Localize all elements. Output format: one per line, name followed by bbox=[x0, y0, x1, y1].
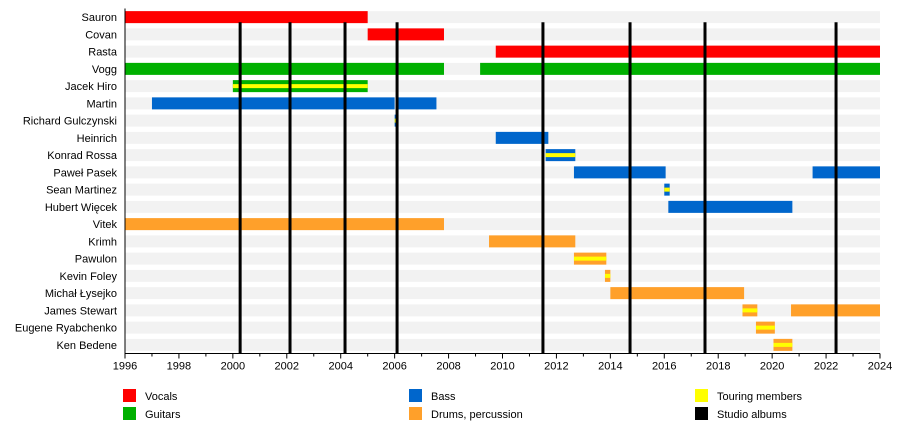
x-tick-label: 2022 bbox=[814, 361, 838, 373]
member-bar-bass bbox=[151, 97, 395, 110]
member-label: Konrad Rossa bbox=[47, 150, 118, 162]
member-bar-bass bbox=[573, 166, 666, 179]
member-bar-guitars bbox=[480, 62, 880, 75]
touring-stripe bbox=[755, 325, 775, 330]
row-band bbox=[125, 269, 880, 282]
member-bar-drums bbox=[125, 218, 444, 231]
legend-label: Touring members bbox=[717, 391, 802, 403]
row-band bbox=[125, 28, 880, 41]
member-label: Rasta bbox=[88, 47, 118, 59]
member-label: James Stewart bbox=[44, 305, 117, 317]
touring-stripe bbox=[545, 153, 576, 158]
member-label: Hubert Więcek bbox=[45, 202, 118, 214]
x-tick-label: 2014 bbox=[598, 361, 622, 373]
row-band bbox=[125, 338, 880, 351]
touring-stripe bbox=[664, 187, 670, 192]
member-label: Paweł Pasek bbox=[53, 167, 117, 179]
x-tick-label: 1998 bbox=[167, 361, 191, 373]
touring-stripe bbox=[773, 342, 793, 347]
x-tick-label: 2000 bbox=[221, 361, 245, 373]
legend-label: Vocals bbox=[145, 391, 178, 403]
member-label: Jacek Hiro bbox=[65, 81, 117, 93]
legend-swatch-touring bbox=[695, 389, 708, 402]
legend-label: Studio albums bbox=[717, 409, 787, 421]
member-label: Sean Martinez bbox=[46, 185, 117, 197]
member-bar-bass bbox=[495, 131, 549, 144]
member-bar-vocals bbox=[367, 28, 444, 41]
row-band bbox=[125, 114, 880, 127]
touring-stripe bbox=[232, 84, 368, 89]
member-label: Richard Gulczynski bbox=[23, 116, 117, 128]
member-label: Covan bbox=[85, 29, 117, 41]
member-label: Martin bbox=[86, 98, 117, 110]
x-tick-label: 2010 bbox=[490, 361, 514, 373]
x-tick-label: 2008 bbox=[436, 361, 460, 373]
member-bar-bass bbox=[668, 200, 793, 213]
member-bar-drums bbox=[610, 287, 745, 300]
member-label: Sauron bbox=[82, 12, 117, 24]
x-tick-label: 2016 bbox=[652, 361, 676, 373]
row-band bbox=[125, 149, 880, 162]
legend-swatch-drums bbox=[409, 407, 422, 420]
legend-swatch-bass bbox=[409, 389, 422, 402]
legend-label: Drums, percussion bbox=[431, 409, 523, 421]
member-bar-bass bbox=[812, 166, 880, 179]
member-label: Krimh bbox=[88, 236, 117, 248]
legend-label: Bass bbox=[431, 391, 456, 403]
x-tick-label: 2012 bbox=[544, 361, 568, 373]
member-bar-guitars bbox=[125, 62, 444, 75]
member-bar-drums bbox=[489, 235, 576, 248]
member-label: Ken Bedene bbox=[56, 340, 117, 352]
member-label: Michał Łysejko bbox=[45, 288, 117, 300]
member-bar-vocals bbox=[495, 45, 880, 58]
x-tick-label: 2018 bbox=[706, 361, 730, 373]
member-label: Vogg bbox=[92, 64, 117, 76]
member-bar-vocals bbox=[125, 11, 368, 24]
member-bar-bass bbox=[397, 97, 437, 110]
row-band bbox=[125, 183, 880, 196]
touring-stripe bbox=[742, 308, 758, 313]
row-band bbox=[125, 321, 880, 334]
member-label: Vitek bbox=[93, 219, 118, 231]
row-band bbox=[125, 287, 880, 300]
member-label: Kevin Foley bbox=[60, 271, 118, 283]
x-tick-label: 2004 bbox=[328, 361, 352, 373]
x-tick-label: 2020 bbox=[760, 361, 784, 373]
x-tick-label: 1996 bbox=[113, 361, 137, 373]
member-label: Eugene Ryabchenko bbox=[15, 323, 117, 335]
legend-swatch-vocals bbox=[123, 389, 136, 402]
row-band bbox=[125, 252, 880, 265]
legend-swatch-albums bbox=[695, 407, 708, 420]
x-tick-label: 2006 bbox=[382, 361, 406, 373]
touring-stripe bbox=[604, 273, 611, 278]
legend-swatch-guitars bbox=[123, 407, 136, 420]
row-band bbox=[125, 166, 880, 179]
member-label: Pawulon bbox=[75, 254, 117, 266]
legend-label: Guitars bbox=[145, 409, 181, 421]
member-label: Heinrich bbox=[77, 133, 117, 145]
x-tick-label: 2024 bbox=[868, 361, 892, 373]
touring-stripe bbox=[573, 256, 607, 261]
row-band bbox=[125, 304, 880, 317]
x-tick-label: 2002 bbox=[275, 361, 299, 373]
